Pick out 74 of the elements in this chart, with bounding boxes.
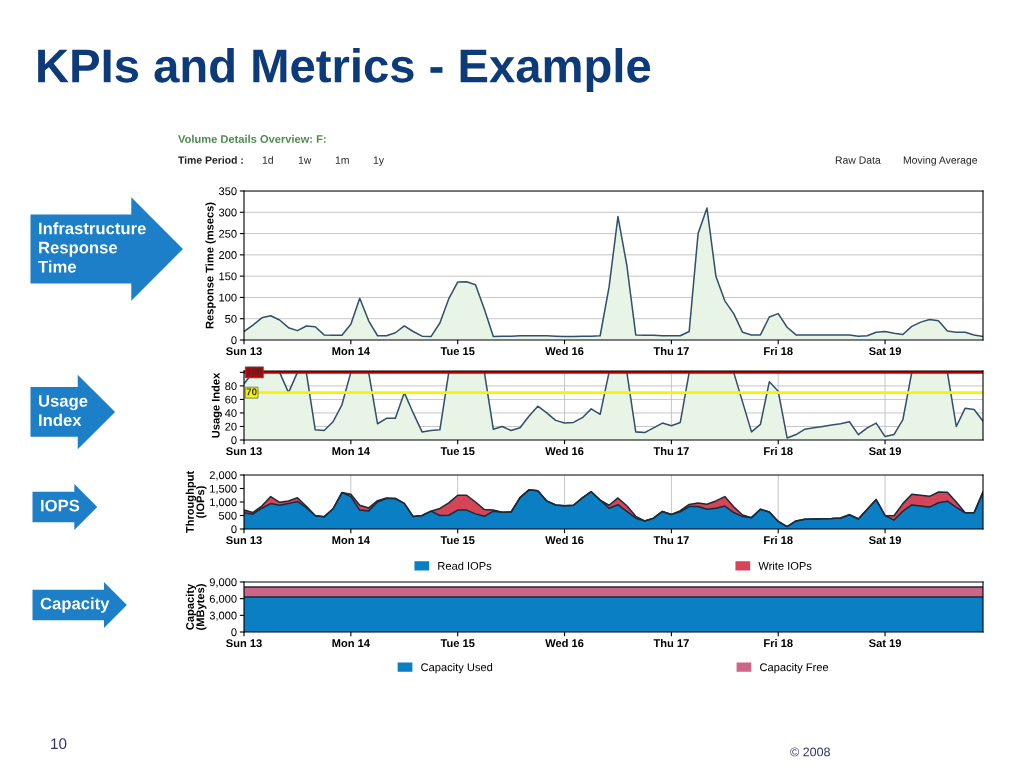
x-tick-label: Wed 16 xyxy=(545,638,584,648)
x-tick-label: Mon 14 xyxy=(332,536,370,545)
text: 1m xyxy=(335,156,349,164)
x-tick-label: Tue 15 xyxy=(440,639,475,648)
x-tick-label: Sun 13 xyxy=(226,447,262,456)
text: IOPS xyxy=(41,499,80,512)
y-axis-title: Throughput (IOPs) xyxy=(185,470,207,534)
x-tick-label: Wed 16 xyxy=(545,346,584,356)
y-tick-label: 0 xyxy=(231,628,237,637)
x-tick-label: Sat 19 xyxy=(869,639,902,648)
x-tick-label: Wed 16 xyxy=(545,535,584,545)
x-tick-label: Thu 17 xyxy=(653,346,689,356)
x-tick-label: Wed 16 xyxy=(545,446,584,456)
y-tick-label: 100 xyxy=(219,293,237,302)
y-tick-label: 0 xyxy=(231,525,237,534)
legend-label: Capacity Free xyxy=(760,663,829,674)
text: Usage Index xyxy=(39,395,88,427)
text: 1y xyxy=(373,156,384,166)
x-tick-label: Mon 14 xyxy=(332,347,370,356)
x-tick-label: Tue 15 xyxy=(440,447,475,456)
y-tick-label: 9,000 xyxy=(209,578,237,588)
text: Capacity xyxy=(40,597,110,613)
y-tick-label: 2,000 xyxy=(209,471,237,481)
text: 10 xyxy=(51,738,67,750)
x-tick-label: Sun 13 xyxy=(226,536,262,545)
x-tick-label: Sun 13 xyxy=(226,347,262,356)
y-tick-label: 300 xyxy=(218,208,237,217)
legend-label: Read IOPs xyxy=(438,561,492,570)
y-axis-title: Capacity (MBytes) xyxy=(185,583,207,630)
y-tick-label: 3,000 xyxy=(209,611,237,621)
x-tick-label: Fri 18 xyxy=(764,446,793,456)
text: Infrastructure Response Time xyxy=(38,222,146,273)
text: © 2008 xyxy=(790,747,830,757)
y-axis-title: Response Time (msecs) xyxy=(205,202,216,329)
x-tick-label: Sat 19 xyxy=(869,536,902,545)
x-tick-label: Mon 14 xyxy=(332,639,370,648)
x-tick-label: Sat 19 xyxy=(869,347,902,356)
x-tick-label: Thu 17 xyxy=(653,535,689,545)
x-tick-label: Thu 17 xyxy=(653,446,689,456)
x-tick-label: Fri 18 xyxy=(764,638,793,648)
x-tick-label: Sat 19 xyxy=(869,447,902,456)
y-tick-label: 50 xyxy=(225,314,237,323)
y-tick-label: 60 xyxy=(225,395,237,404)
text: 1w xyxy=(298,156,312,164)
chart-subtitle: Volume Details Overview: F: xyxy=(178,134,326,143)
x-tick-label: Mon 14 xyxy=(332,447,370,456)
legend-label: Write IOPs xyxy=(758,561,812,570)
x-tick-label: Tue 15 xyxy=(440,347,475,356)
y-tick-label: 200 xyxy=(219,251,237,259)
y-tick-label: 0 xyxy=(231,436,237,445)
y-axis-title: Usage Index xyxy=(211,372,222,438)
text: Raw Data xyxy=(835,156,881,164)
x-tick-label: Sun 13 xyxy=(226,639,262,648)
text: Time Period : xyxy=(178,156,243,164)
y-tick-label: 350 xyxy=(218,187,237,196)
x-tick-label: Tue 15 xyxy=(440,536,475,545)
y-tick-label: 150 xyxy=(219,272,237,281)
legend-label: Capacity Used xyxy=(421,663,493,674)
y-tick-label: 1,000 xyxy=(210,498,237,508)
y-tick-label: 1,500 xyxy=(210,484,237,494)
y-tick-label: 40 xyxy=(224,409,237,418)
y-tick-label: 6,000 xyxy=(209,594,237,605)
x-tick-label: Thu 17 xyxy=(653,638,689,648)
y-tick-label: 0 xyxy=(231,336,237,345)
y-tick-label: 250 xyxy=(219,229,237,238)
x-tick-label: Fri 18 xyxy=(764,346,793,356)
chart-title: KPIs and Metrics - Example xyxy=(38,47,651,93)
text: 1d xyxy=(262,156,273,164)
x-tick-label: Fri 18 xyxy=(764,535,793,545)
y-tick-label: 500 xyxy=(218,511,237,520)
text: Moving Average xyxy=(903,156,978,166)
y-tick-label: 80 xyxy=(225,382,237,391)
y-tick-label: 20 xyxy=(225,422,237,431)
ref-line-label: 70 xyxy=(246,388,257,396)
